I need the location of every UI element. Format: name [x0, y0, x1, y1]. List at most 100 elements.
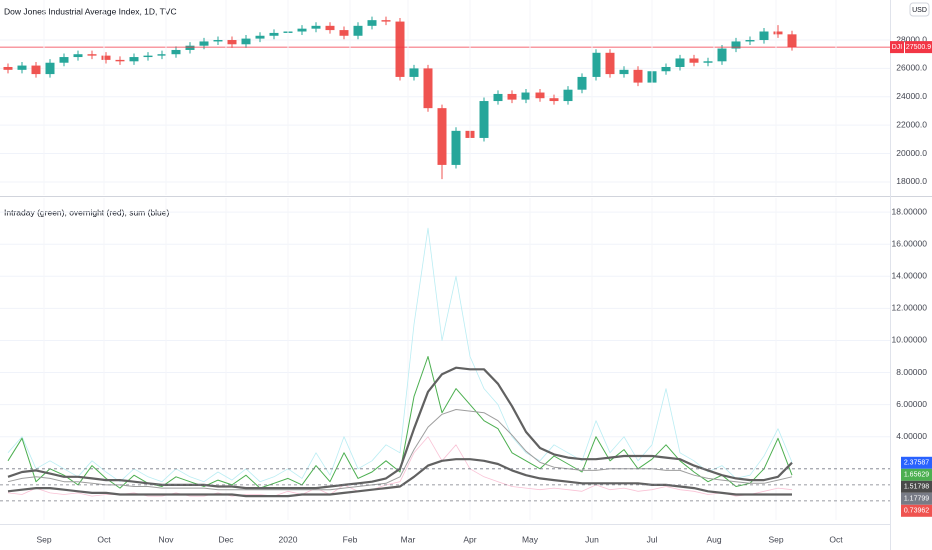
y-tick-label: 24000.0 [896, 91, 927, 101]
series-line [7, 458, 792, 498]
candle-body [171, 49, 181, 55]
y-tick-label: 4.00000 [896, 431, 927, 441]
y-tick-label: 18000.0 [896, 176, 927, 186]
candle-body [297, 28, 307, 32]
candle-body [227, 40, 237, 45]
y-tick-label: 14.00000 [892, 271, 928, 281]
x-tick-label: Jun [585, 534, 599, 544]
x-tick-label: Sep [768, 534, 783, 544]
x-tick-label: Sep [36, 534, 51, 544]
x-tick-label: Jul [647, 534, 658, 544]
value-tag [901, 468, 932, 481]
price-axis: 4.00000 6.00000 8.00000 10.00000 12.00000 14.… [36, 206, 927, 544]
last-price: 27500.9 [906, 44, 931, 51]
y-tick-label: 6.00000 [896, 399, 927, 409]
candle-body [787, 34, 797, 48]
candle-body [423, 68, 433, 109]
candle-body [199, 41, 209, 46]
y-tick-label: 26000.0 [896, 63, 927, 73]
y-tick-label: 8.00000 [896, 367, 927, 377]
candle-body [479, 101, 489, 138]
candle-body [521, 92, 531, 100]
candle-body [703, 61, 713, 63]
candle-body [157, 54, 167, 56]
candle-body [689, 58, 699, 63]
x-tick-label: Apr [463, 534, 476, 544]
candle-body [381, 20, 391, 22]
y-tick-label: 12.00000 [892, 303, 928, 313]
x-tick-label: May [522, 534, 539, 544]
candle-body [213, 40, 223, 42]
candle-body [241, 38, 251, 45]
value-tag-label: 1.17799 [904, 496, 929, 503]
candle-body [367, 20, 377, 26]
candle-body [185, 45, 195, 50]
y-tick-label: 22000.0 [896, 119, 927, 129]
symbol: DJI [892, 44, 903, 51]
y-tick-label: 18.00000 [892, 206, 928, 216]
candle-body [269, 32, 279, 36]
x-tick-label: Dec [218, 534, 234, 544]
currency[interactable]: USD [912, 7, 927, 14]
series-line [7, 366, 793, 490]
candle-body [563, 89, 573, 102]
currency-box[interactable] [909, 2, 930, 17]
candle-body [101, 55, 111, 60]
candle-body [409, 68, 419, 77]
candle-body [675, 58, 685, 67]
candle-body [73, 54, 83, 58]
value-tag [901, 480, 932, 493]
candle-body [353, 25, 363, 36]
candle-body [45, 62, 55, 75]
value-tag-label: 1.65629 [904, 472, 929, 479]
candle-body [493, 93, 503, 102]
value-tag [901, 456, 932, 469]
candle-body [759, 31, 769, 41]
candle-body [507, 93, 517, 100]
candle-body [731, 41, 741, 49]
candle-body [395, 21, 405, 77]
candle-body [605, 52, 615, 75]
x-tick-label: Aug [706, 534, 721, 544]
candle-body [3, 66, 13, 70]
candle-body [773, 31, 783, 35]
candle-body [129, 57, 139, 62]
candle-body [549, 98, 559, 102]
candle-body [325, 25, 335, 31]
x-tick-label: Mar [401, 534, 416, 544]
y-tick-label: 20000.0 [896, 148, 927, 158]
main-title: Dow Jones Industrial Average Index, 1D, … [4, 6, 177, 16]
candle-body [437, 108, 447, 165]
candle-body [591, 52, 601, 77]
series-line [7, 227, 793, 483]
x-tick-label: Feb [343, 534, 358, 544]
price-axis: 18000.0 20000.0 22000.0 24000.0 26000.0 28000… [896, 34, 927, 186]
value-tag-label: 0.73962 [904, 508, 929, 515]
x-tick-label: 2020 [279, 534, 298, 544]
candle-body [451, 130, 461, 165]
candle-body [577, 76, 587, 90]
candle-body [87, 54, 97, 56]
y-tick-label: 28000.0 [896, 34, 927, 44]
candle-body [59, 57, 69, 63]
y-tick-label: 16.00000 [892, 238, 928, 248]
candle-body [17, 65, 27, 70]
candle-body [311, 25, 321, 29]
series-line [7, 409, 793, 491]
value-tag [901, 492, 932, 505]
candle-body [717, 48, 727, 62]
candle-body [115, 59, 125, 62]
candle-body [535, 92, 545, 99]
candle-body [31, 65, 41, 75]
last-price-tag [905, 41, 932, 54]
candle-body [143, 55, 153, 58]
value-tag-label: 2.37587 [904, 460, 929, 467]
x-tick-label: Oct [829, 534, 843, 544]
value-tag [901, 504, 932, 517]
candle-body [339, 30, 349, 36]
candle-body [619, 69, 629, 75]
candle-body [745, 40, 755, 42]
value-tag-label: 1.51798 [904, 484, 929, 491]
candle-body [255, 35, 265, 39]
